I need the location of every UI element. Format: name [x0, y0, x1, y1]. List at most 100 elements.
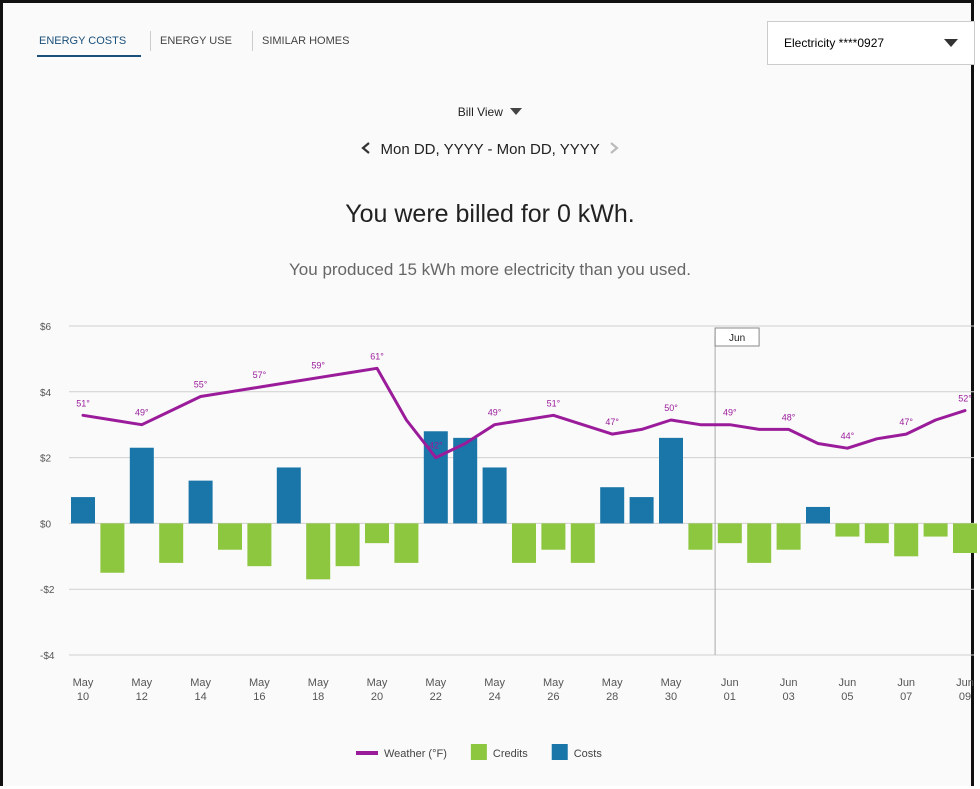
bar	[659, 437, 683, 524]
legend-swatch	[356, 751, 378, 755]
bar	[247, 523, 272, 567]
bar	[806, 506, 830, 524]
x-tick-label-line: May	[543, 677, 564, 689]
y-tick-label: $0	[40, 519, 52, 530]
bar	[159, 523, 184, 563]
bar	[688, 523, 713, 550]
subheadline: You produced 15 kWh more electricity tha…	[289, 260, 691, 279]
tab-energy-costs[interactable]: ENERGY COSTS	[39, 35, 127, 47]
date-range: Mon DD, YYYY - Mon DD, YYYY	[3, 141, 977, 158]
x-tick-label-line: Jun	[956, 677, 974, 689]
bar	[629, 497, 654, 524]
legend-swatch	[551, 744, 568, 760]
weather-label: 47°	[605, 417, 619, 427]
x-tick-label-line: May	[661, 677, 682, 689]
x-tick-label: May 30	[661, 677, 682, 703]
x-tick-label-line: 16	[253, 691, 265, 703]
bar	[306, 523, 331, 580]
weather-label: 51°	[547, 398, 561, 408]
weather-label: 49°	[488, 408, 502, 418]
bar	[100, 523, 125, 573]
view-select-label: Bill View	[457, 105, 503, 119]
x-tick-label-line: May	[190, 677, 211, 689]
y-tick-label: -$2	[40, 585, 55, 596]
legend-label: Credits	[493, 748, 528, 760]
x-tick-label-line: 26	[547, 691, 559, 703]
bar	[747, 523, 772, 563]
tab-similar-homes[interactable]: SIMILAR HOMES	[262, 35, 350, 47]
x-tick-label-line: Jun	[780, 677, 798, 689]
weather-label: 49°	[135, 408, 149, 418]
date-range-label: Mon DD, YYYY - Mon DD, YYYY	[380, 141, 600, 158]
x-tick-label-line: 12	[136, 691, 148, 703]
x-tick-label-line: 18	[312, 691, 324, 703]
x-tick-label-line: May	[602, 677, 623, 689]
x-tick-label-line: May	[249, 677, 270, 689]
x-tick-label: May 22	[425, 677, 446, 703]
weather-label: 52°	[958, 394, 972, 404]
bar	[600, 487, 625, 524]
x-tick-label-line: May	[73, 677, 94, 689]
month-label-box	[714, 327, 760, 347]
legend-label: Weather (°F)	[384, 748, 447, 760]
bar	[864, 523, 889, 544]
weather-label: 59°	[311, 361, 325, 371]
bar	[776, 523, 801, 550]
account-select[interactable]: Electricity ****0927	[767, 21, 975, 65]
weather-line	[81, 366, 967, 460]
x-tick-label-line: May	[367, 677, 388, 689]
tab-separator	[252, 31, 253, 51]
weather-label: 61°	[370, 351, 384, 361]
y-tick-label: $2	[40, 454, 52, 465]
weather-label: 51°	[76, 398, 90, 408]
prev-arrow[interactable]	[360, 142, 372, 154]
month-label: Jun	[729, 333, 745, 344]
x-tick-label: Jun 03	[780, 677, 798, 703]
dropdown-caret	[944, 39, 958, 47]
view-select[interactable]: Bill View	[3, 105, 977, 119]
bar	[482, 467, 507, 524]
x-tick-label: May 18	[308, 677, 329, 703]
weather-label: 42°	[429, 441, 443, 451]
y-tick-label: -$4	[40, 651, 55, 662]
weather-label: 47°	[899, 417, 913, 427]
tab-separator	[150, 31, 151, 51]
x-tick-label: May 16	[249, 677, 270, 703]
x-tick-label-line: 30	[665, 691, 677, 703]
account-select-label: Electricity ****0927	[784, 36, 885, 50]
bar	[188, 480, 213, 524]
next-arrow[interactable]	[608, 142, 620, 154]
x-tick-label-line: Jun	[839, 677, 857, 689]
bar	[394, 523, 419, 563]
tab-energy-use[interactable]: ENERGY USE	[160, 35, 232, 47]
bar	[541, 523, 566, 550]
x-tick-label-line: 05	[841, 691, 853, 703]
y-tick-label: $6	[40, 322, 52, 333]
x-tick-label: Jun 05	[839, 677, 857, 703]
x-tick-label-line: 24	[488, 691, 500, 703]
bar	[835, 523, 860, 537]
weather-label: 50°	[664, 403, 678, 413]
bar	[923, 523, 948, 537]
x-tick-label: Jun 07	[897, 677, 915, 703]
x-tick-label: Jun 01	[721, 677, 739, 703]
x-tick-label: May 14	[190, 677, 211, 703]
bar	[71, 497, 95, 524]
x-tick-label-line: May	[308, 677, 329, 689]
bar	[129, 447, 154, 524]
weather-label: 55°	[194, 380, 208, 390]
dropdown-caret	[510, 108, 523, 115]
weather-label: 48°	[782, 412, 796, 422]
bar	[453, 437, 478, 524]
x-tick-label-line: 03	[782, 691, 794, 703]
x-tick-label-line: Jun	[721, 677, 739, 689]
x-tick-label: May 20	[367, 677, 388, 703]
legend-swatch	[470, 744, 487, 760]
x-tick-label-line: May	[484, 677, 505, 689]
legend-label: Costs	[574, 748, 603, 760]
bar	[512, 523, 536, 563]
bar	[276, 467, 301, 524]
x-tick-label: May 12	[131, 677, 152, 703]
x-tick-label: Jun 09	[956, 677, 974, 703]
